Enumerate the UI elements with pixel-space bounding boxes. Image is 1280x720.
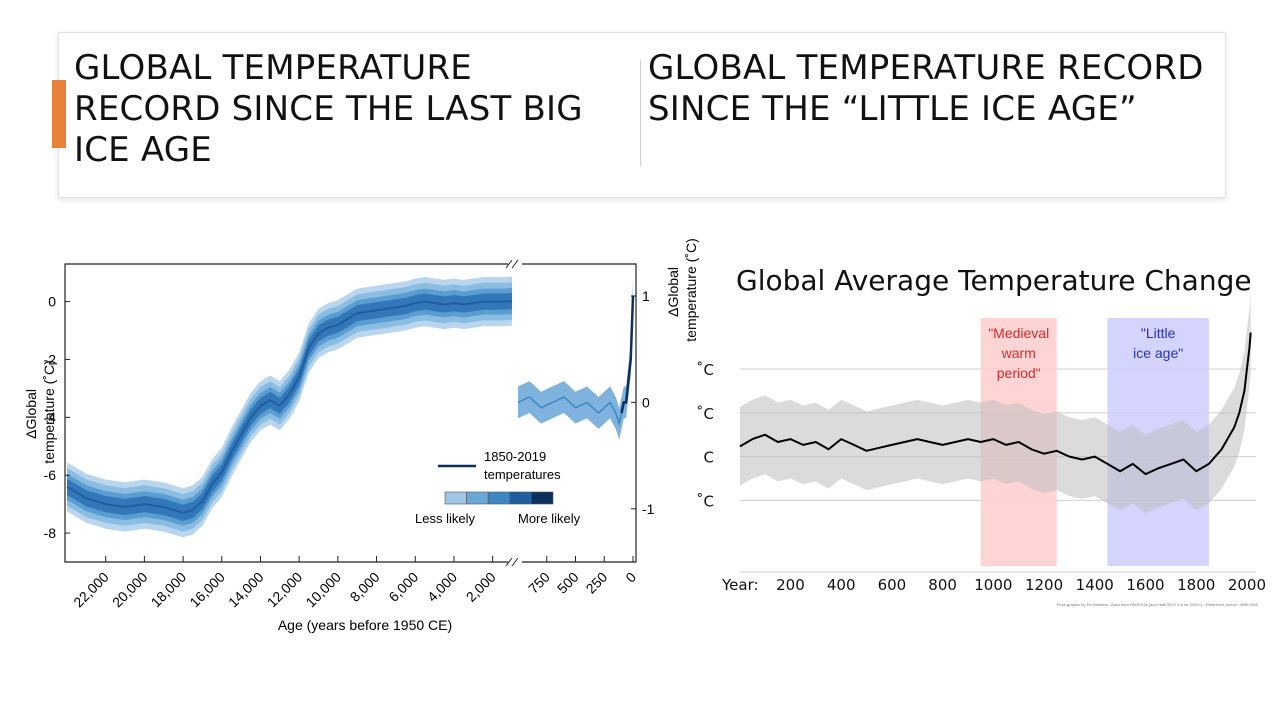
hawkins-title: Global Average Temperature Change	[736, 264, 1252, 297]
legend-line-label: 1850-2019 temperatures	[484, 449, 561, 482]
axis-break-top	[505, 259, 519, 269]
hawkins-xtick-label: 1200	[1025, 576, 1063, 594]
paleo-ytick-label: -8	[44, 525, 57, 541]
paleo-ylabel-left: ΔGlobal temperature (˚C)	[23, 360, 57, 463]
legend-line-label-1: 1850-2019	[484, 449, 546, 464]
paleo-ylabel-right: ΔGlobal temperature (˚C)	[665, 238, 699, 341]
paleo-xlabel: Age (years before 1950 CE)	[278, 617, 452, 633]
instrumental-line	[620, 295, 635, 414]
legend-more-label: More likely	[518, 511, 581, 526]
hawkins-xlabel-prefix: Year:	[721, 576, 759, 594]
paleo-median-line	[66, 300, 513, 514]
hawkins-xtick-label: 2000	[1228, 576, 1266, 594]
title-divider	[640, 60, 641, 166]
hawkins-ytick-label: C	[704, 449, 714, 467]
hawkins-xtick-label: 800	[928, 576, 957, 594]
hawkins-region-label: "Medieval	[988, 325, 1049, 341]
hawkins-temperature-line	[739, 332, 1252, 476]
axis-break-bottom	[505, 557, 519, 567]
legend-shade-swatch	[487, 491, 511, 505]
hawkins-xtick-label: 1400	[1076, 576, 1114, 594]
hawkins-xtick-label: 600	[878, 576, 907, 594]
paleo-ylabel-left-line1: ΔGlobal	[23, 389, 39, 439]
hawkins-xtick-label: 1600	[1126, 576, 1164, 594]
paleo-xtick-label: 2,000	[463, 569, 499, 605]
paleo-ytick-label: -6	[44, 467, 57, 483]
hawkins-ticks: 200 400 600 800 1000 1200 1400 1600 1800 2000	[740, 571, 1266, 594]
paleo-xtick-label: 4,000	[424, 569, 460, 605]
paleo-xtick-label: 12,000	[264, 569, 306, 611]
recent-ytick-label: 1	[642, 288, 650, 304]
title-right: GLOBAL TEMPERATURE RECORD SINCE THE “LIT…	[648, 48, 1204, 129]
paleo-band-shade	[67, 288, 512, 526]
recent-xtick-label: 250	[583, 569, 611, 597]
title-left: GLOBAL TEMPERATURE RECORD SINCE THE LAST…	[74, 48, 583, 170]
title-box	[58, 32, 1226, 198]
hawkins-region-label: warm	[1001, 345, 1036, 361]
hawkins-xtick-label: 400	[827, 576, 856, 594]
paleo-xtick-label: 16,000	[186, 569, 228, 611]
legend-less-label: Less likely	[415, 511, 475, 526]
recent-ytick-label: 0	[642, 394, 650, 410]
paleo-ytick-label: -2	[44, 351, 57, 367]
paleo-ytick-label: -4	[44, 409, 57, 425]
paleo-xtick-label: 18,000	[148, 569, 190, 611]
paleo-frame	[64, 263, 637, 563]
hawkins-footnote: From graphic by Ed Hawkins - Data from P…	[1057, 602, 1259, 607]
paleo-ytick-label: 0	[48, 294, 56, 310]
paleo-xtick-label: 6,000	[385, 569, 421, 605]
hawkins-xtick-label: 1800	[1177, 576, 1215, 594]
recent-ytick-label: -1	[642, 501, 655, 517]
paleo-median	[66, 300, 513, 514]
paleo-band	[67, 276, 512, 538]
legend-shade-swatch	[466, 491, 489, 505]
paleo-xtick-label: 14,000	[225, 569, 267, 611]
hawkins-ytick-label: ˚C	[696, 492, 714, 510]
hawkins-region-label: period"	[997, 365, 1041, 381]
hawkins-chart: Global Average Temperature Change ˚C ˚C C ˚…	[696, 264, 1266, 607]
legend-shade-swatch	[444, 491, 467, 505]
legend-shade-swatch	[531, 491, 554, 505]
paleo-xtick-label: 22,000	[70, 569, 112, 611]
legend-line-label-2: temperatures	[484, 467, 561, 482]
paleo-xtick-label: 8,000	[347, 569, 383, 605]
paleo-ylabel-right-line2: temperature (˚C)	[683, 238, 699, 341]
paleo-xtick-label: 20,000	[109, 569, 151, 611]
paleo-ylabel-right-line1: ΔGlobal	[665, 267, 681, 317]
accent-bar	[52, 80, 66, 148]
recent-xtick-label: 500	[554, 569, 582, 597]
paleo-ylabel-left-line2: temperature (˚C)	[41, 360, 57, 463]
hawkins-uncertainty-band	[740, 293, 1251, 514]
recent-band	[517, 280, 635, 440]
paleo-legend: 1850-2019 temperatures Less likely More …	[415, 449, 581, 526]
paleo-chart: 0 -2 -4 -6 -8 1 0 -1 22,00020,00018,00016,00014,…	[23, 238, 699, 633]
recent-xtick-label: 750	[525, 569, 553, 597]
hawkins-region-label: ice age"	[1133, 345, 1183, 361]
hawkins-ytick-label: ˚C	[696, 405, 714, 423]
legend-shades	[444, 491, 554, 505]
hawkins-region-label: "Little	[1141, 325, 1176, 341]
hawkins-xtick-label: 1000	[974, 576, 1012, 594]
recent-band-shade	[518, 280, 633, 440]
hawkins-xtick-label: 200	[776, 576, 805, 594]
hawkins-ytick-label: ˚C	[696, 361, 714, 379]
recent-xtick-label: 0	[622, 569, 639, 586]
hawkins-uncertainty	[740, 293, 1251, 514]
paleo-band-shade	[67, 292, 512, 521]
hawkins-line	[739, 332, 1252, 476]
paleo-xtick-label: 10,000	[302, 569, 344, 611]
legend-shade-swatch	[509, 491, 532, 505]
